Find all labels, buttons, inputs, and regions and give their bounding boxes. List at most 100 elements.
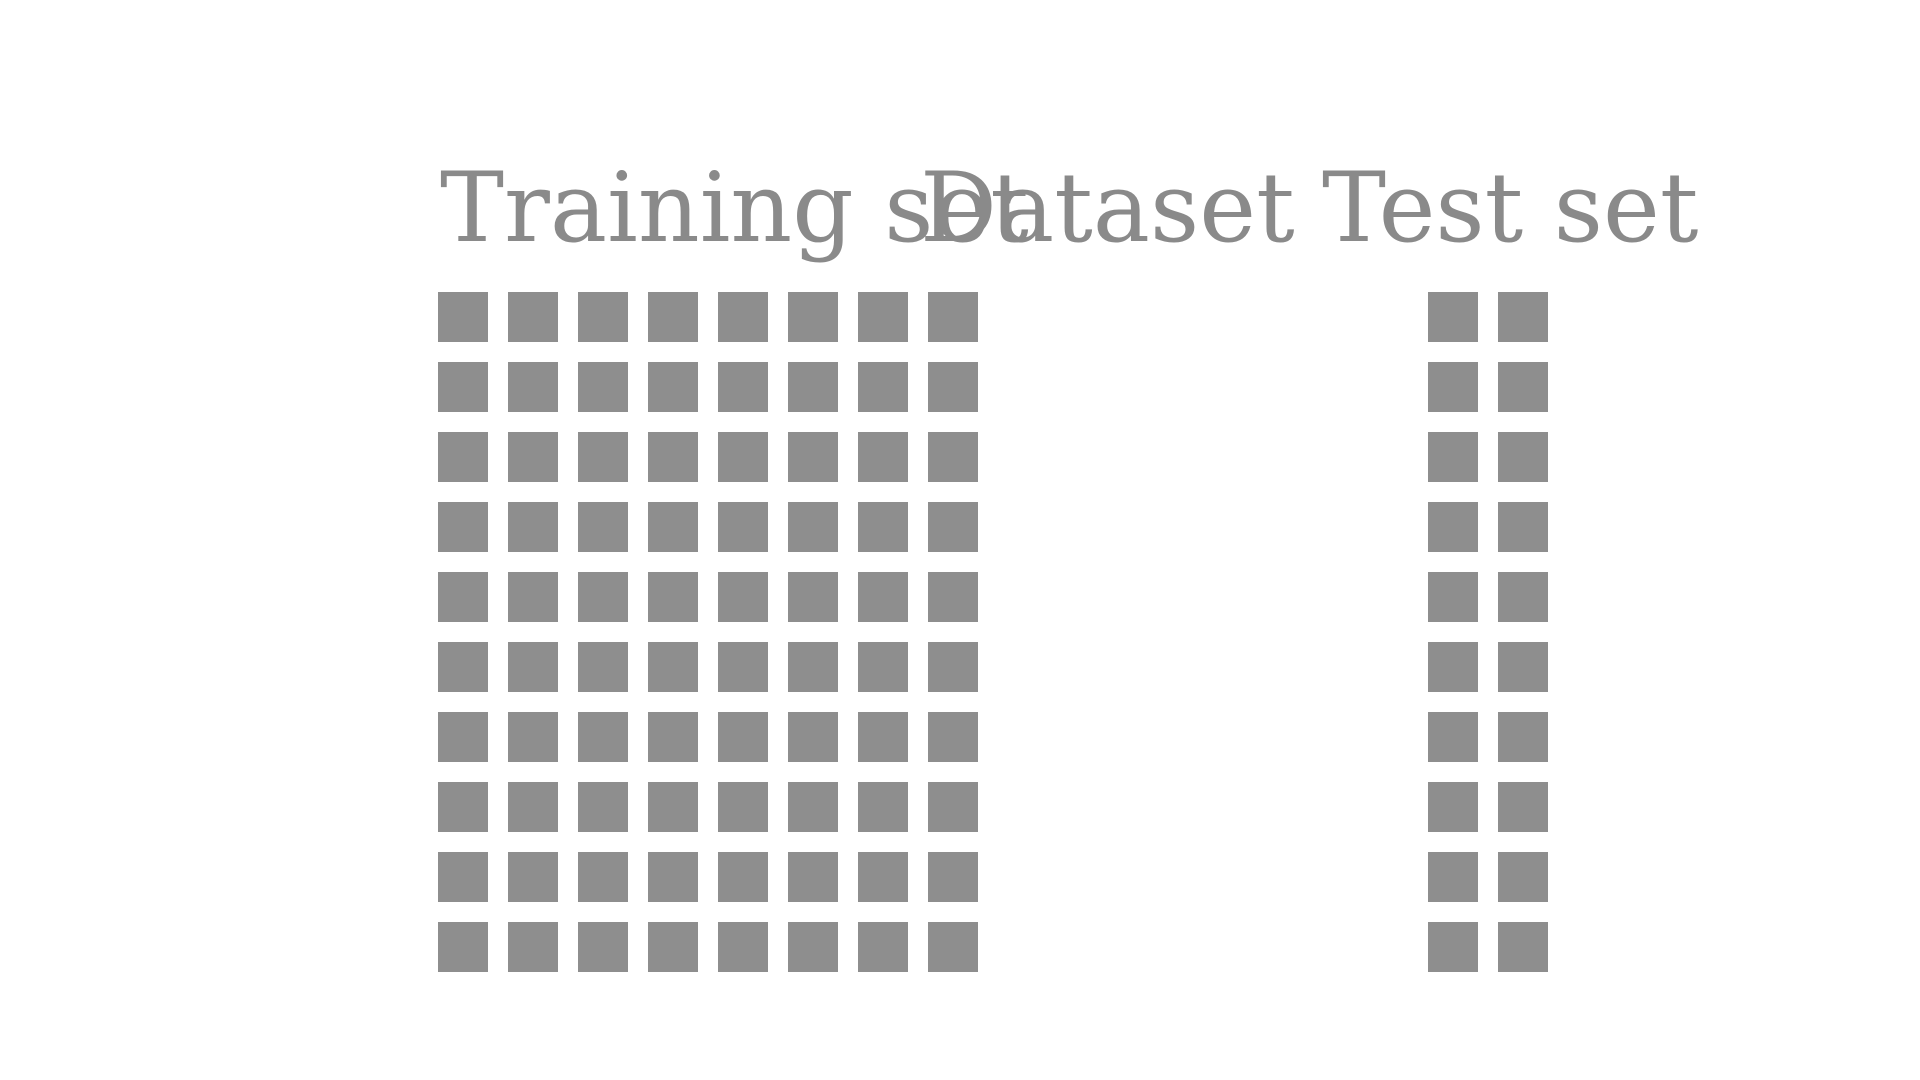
training-sample-cell [858,502,908,552]
training-sample-cell [858,782,908,832]
training-sample-cell [438,362,488,412]
training-sample-cell [438,922,488,972]
test-sample-cell [1428,782,1478,832]
training-sample-cell [508,292,558,342]
test-sample-cell [1428,922,1478,972]
training-sample-cell [858,922,908,972]
training-sample-cell [648,642,698,692]
training-sample-cell [438,712,488,762]
test-sample-cell [1498,852,1548,902]
training-sample-cell [578,292,628,342]
training-sample-cell [648,502,698,552]
training-sample-cell [508,502,558,552]
training-sample-cell [928,852,978,902]
training-sample-cell [438,572,488,622]
training-sample-cell [928,502,978,552]
training-sample-cell [438,782,488,832]
training-sample-cell [788,922,838,972]
training-sample-cell [578,572,628,622]
training-sample-cell [788,572,838,622]
training-sample-cell [438,502,488,552]
training-sample-cell [508,852,558,902]
training-sample-cell [648,922,698,972]
test-sample-cell [1498,292,1548,342]
test-sample-cell [1498,572,1548,622]
training-sample-cell [718,712,768,762]
training-sample-cell [508,712,558,762]
training-sample-cell [788,292,838,342]
training-sample-cell [718,922,768,972]
training-sample-cell [718,782,768,832]
training-sample-cell [578,642,628,692]
training-sample-cell [648,572,698,622]
test-sample-cell [1428,502,1478,552]
training-sample-cell [788,852,838,902]
training-sample-cell [858,712,908,762]
training-sample-cell [928,572,978,622]
training-sample-cell [508,922,558,972]
training-sample-cell [648,782,698,832]
test-sample-cell [1428,432,1478,482]
training-set-label: Training set [440,152,1029,264]
training-sample-cell [858,572,908,622]
test-sample-cell [1498,362,1548,412]
training-sample-cell [718,362,768,412]
training-sample-cell [438,852,488,902]
training-sample-cell [928,292,978,342]
training-sample-cell [718,572,768,622]
training-sample-cell [578,922,628,972]
training-sample-cell [928,922,978,972]
test-sample-cell [1498,712,1548,762]
training-sample-cell [578,852,628,902]
test-sample-cell [1498,922,1548,972]
training-sample-cell [578,362,628,412]
test-sample-cell [1428,572,1478,622]
training-sample-cell [578,432,628,482]
training-sample-cell [648,712,698,762]
test-sample-cell [1498,642,1548,692]
training-sample-cell [928,782,978,832]
training-sample-cell [508,362,558,412]
training-sample-cell [858,642,908,692]
training-sample-cell [718,432,768,482]
test-sample-cell [1428,292,1478,342]
test-set-grid [1428,292,1548,972]
training-sample-cell [718,292,768,342]
training-sample-cell [788,712,838,762]
training-sample-cell [648,852,698,902]
training-sample-cell [928,712,978,762]
training-sample-cell [788,432,838,482]
training-sample-cell [788,362,838,412]
test-set-label: Test set [1322,152,1699,264]
training-sample-cell [438,432,488,482]
training-sample-cell [508,642,558,692]
training-sample-cell [578,782,628,832]
training-sample-cell [858,852,908,902]
training-sample-cell [648,292,698,342]
training-sample-cell [578,502,628,552]
training-sample-cell [858,292,908,342]
training-sample-cell [438,642,488,692]
training-sample-cell [858,362,908,412]
training-sample-cell [508,782,558,832]
training-sample-cell [508,572,558,622]
training-set-grid [438,292,978,972]
training-sample-cell [788,642,838,692]
training-sample-cell [788,782,838,832]
test-sample-cell [1498,432,1548,482]
training-sample-cell [718,642,768,692]
training-sample-cell [578,712,628,762]
training-sample-cell [648,362,698,412]
training-sample-cell [788,502,838,552]
test-sample-cell [1428,362,1478,412]
training-sample-cell [928,432,978,482]
training-sample-cell [928,362,978,412]
training-sample-cell [438,292,488,342]
training-sample-cell [928,642,978,692]
training-sample-cell [718,852,768,902]
test-sample-cell [1498,782,1548,832]
test-sample-cell [1428,852,1478,902]
training-sample-cell [648,432,698,482]
training-sample-cell [508,432,558,482]
training-sample-cell [718,502,768,552]
